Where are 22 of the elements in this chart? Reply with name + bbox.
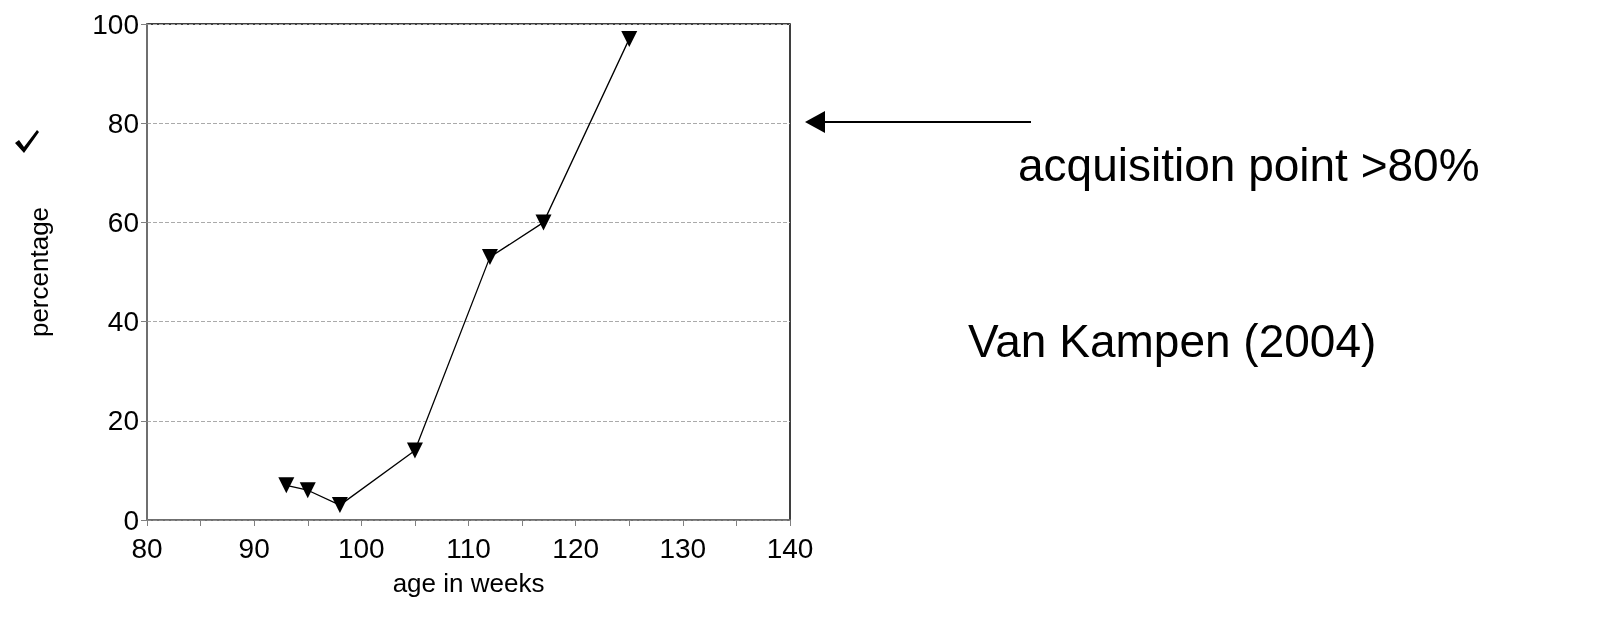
- y-tick-label: 100: [92, 8, 139, 40]
- point: [278, 477, 295, 494]
- y-tick-label: 60: [107, 206, 139, 238]
- point: [481, 249, 498, 266]
- x-tick-label: 130: [659, 532, 707, 564]
- y-axis-title: percentage: [24, 206, 54, 338]
- point: [406, 442, 423, 459]
- y-tick-label: 40: [107, 306, 139, 338]
- x-axis-title: age in weeks: [392, 568, 545, 598]
- y-tick-label: 80: [107, 107, 139, 139]
- x-tick-label: 100: [337, 532, 385, 564]
- x-tick-label: 140: [766, 532, 814, 564]
- text: acquisition point >80%: [1018, 139, 1480, 191]
- point: [535, 214, 552, 231]
- point: [331, 497, 348, 514]
- x-tick-label: 110: [446, 532, 491, 564]
- text: Van Kampen (2004): [968, 315, 1377, 367]
- point: [299, 482, 316, 499]
- y-tick-label: 20: [107, 405, 139, 437]
- x-tick-label: 120: [552, 532, 600, 564]
- point: [621, 30, 638, 47]
- x-tick-label: 90: [238, 532, 270, 564]
